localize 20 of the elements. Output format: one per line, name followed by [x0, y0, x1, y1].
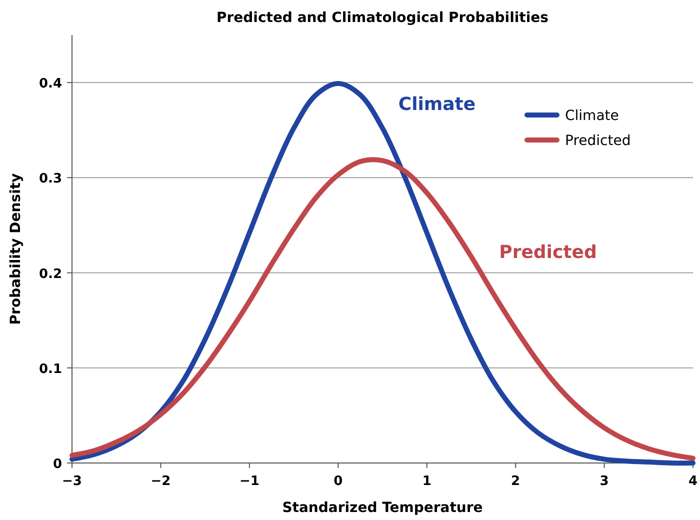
annotation: Climate	[398, 94, 476, 115]
y-tick-label: 0.2	[38, 266, 62, 282]
x-tick-label: −2	[150, 474, 171, 489]
y-tick-label: 0.4	[38, 76, 62, 92]
x-tick-label: 3	[600, 474, 609, 489]
y-tick-label: 0	[52, 457, 62, 472]
y-tick-label: 0.1	[38, 362, 62, 377]
x-tick-label: 4	[688, 474, 698, 489]
y-axis-title: Probability Density	[8, 173, 24, 325]
legend-label: Predicted	[565, 133, 631, 149]
x-tick-label: −3	[62, 474, 82, 489]
annotation: Predicted	[499, 242, 597, 263]
legend-label: Climate	[565, 108, 619, 124]
x-tick-label: −1	[239, 474, 260, 489]
x-tick-label: 0	[334, 474, 343, 489]
x-tick-label: 1	[422, 474, 432, 489]
chart-title: Predicted and Climatological Probabilities	[216, 10, 549, 26]
x-axis-title: Standarized Temperature	[282, 500, 483, 516]
x-tick-label: 2	[511, 474, 520, 489]
y-tick-label: 0.3	[38, 172, 62, 187]
